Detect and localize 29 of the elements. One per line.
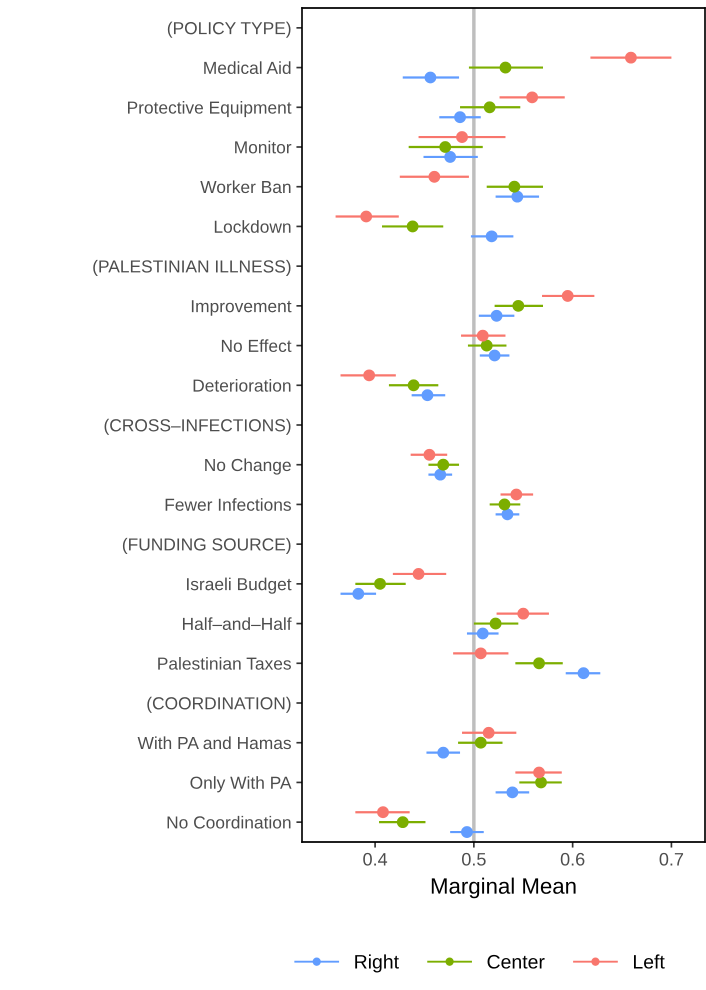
- legend-label: Right: [355, 954, 399, 972]
- y-tick-label: Half–and–Half: [182, 617, 292, 630]
- y-tick-label: Worker Ban: [200, 180, 290, 194]
- y-tick-label: No Coordination: [168, 816, 290, 829]
- y-tick-label: No Change: [205, 458, 291, 475]
- y-tick-label: Protective Equipment: [128, 100, 292, 118]
- y-tick-label: Improvement: [192, 300, 292, 316]
- y-tick-label: Lockdown: [214, 220, 290, 233]
- x-tick-label: 0.4: [363, 852, 388, 866]
- x-axis-title: Marginal Mean: [432, 878, 576, 898]
- y-tick-label: Palestinian Taxes: [158, 656, 291, 670]
- y-tick-label: (FUNDING SOURCE): [122, 538, 291, 554]
- y-tick-label: (POLICY TYPE): [168, 22, 291, 38]
- y-tick-label: (CROSS–INFECTIONS): [104, 418, 291, 435]
- y-tick-label: (COORDINATION): [147, 696, 291, 713]
- x-tick-label: 0.5: [462, 852, 486, 866]
- legend-label: Center: [488, 954, 545, 969]
- y-tick-label: Israeli Budget: [187, 578, 292, 594]
- y-tick-label: No Effect: [222, 339, 292, 352]
- y-tick-label: Deterioration: [194, 378, 290, 392]
- y-tick-label: Only With PA: [190, 776, 292, 792]
- x-tick-label: 0.6: [560, 852, 584, 866]
- y-tick-label: (PALESTINIAN ILLNESS): [93, 260, 291, 276]
- legend-label: Left: [634, 954, 665, 969]
- y-tick-label: Monitor: [235, 140, 292, 154]
- y-tick-label: Fewer Infections: [166, 498, 291, 511]
- y-tick-label: Medical Aid: [204, 61, 290, 74]
- x-tick-label: 0.7: [660, 852, 684, 866]
- y-tick-label: With PA and Hamas: [138, 736, 291, 750]
